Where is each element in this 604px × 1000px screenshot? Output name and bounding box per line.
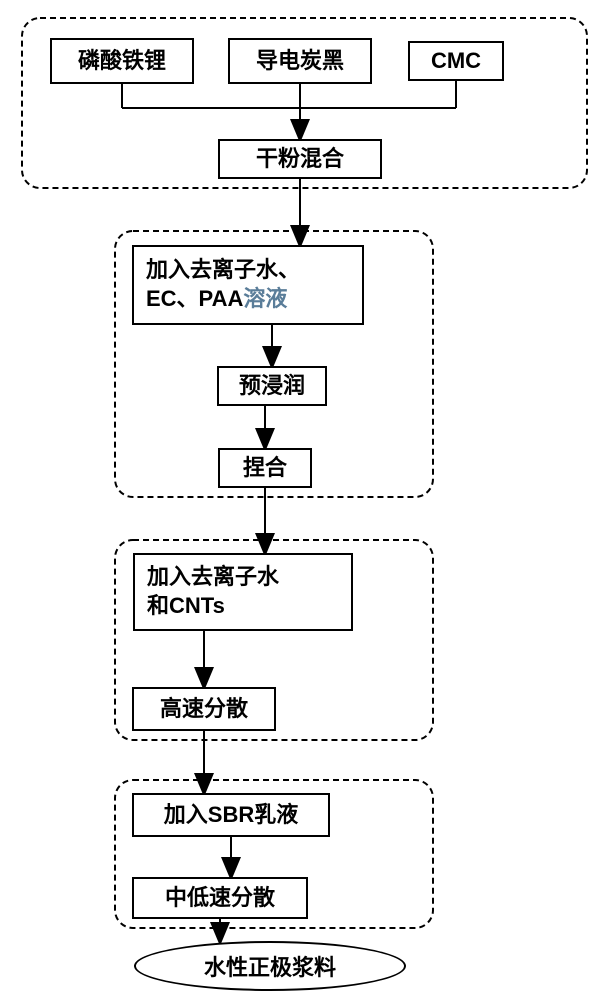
node-kneading: 捏合 — [218, 448, 312, 488]
node-label: 加入去离子水、 EC、PAA溶液 — [146, 256, 300, 313]
node-label: 水性正极浆料 — [204, 950, 336, 982]
node-label: 预浸润 — [239, 372, 305, 401]
node-label: CMC — [431, 47, 481, 76]
node-label: 加入去离子水 和CNTs — [147, 563, 279, 620]
node-output-slurry: 水性正极浆料 — [134, 941, 406, 991]
node-lifepo4: 磷酸铁锂 — [50, 38, 194, 84]
node-cmc: CMC — [408, 41, 504, 81]
node-label: 捏合 — [243, 454, 287, 483]
node-label: 磷酸铁锂 — [78, 47, 166, 76]
node-pre-wetting: 预浸润 — [217, 366, 327, 406]
node-label: 导电炭黑 — [256, 47, 344, 76]
node-label: 加入SBR乳液 — [164, 801, 298, 830]
node-label: 高速分散 — [160, 695, 248, 724]
node-add-sbr: 加入SBR乳液 — [132, 793, 330, 837]
node-dry-mix: 干粉混合 — [218, 139, 382, 179]
node-add-di-water-cnts: 加入去离子水 和CNTs — [133, 553, 353, 631]
node-high-speed-disperse: 高速分散 — [132, 687, 276, 731]
node-label: 干粉混合 — [256, 145, 344, 174]
node-label: 中低速分散 — [165, 884, 275, 913]
node-carbon-black: 导电炭黑 — [228, 38, 372, 84]
node-mid-low-speed-disperse: 中低速分散 — [132, 877, 308, 919]
node-add-di-water-ec-paa: 加入去离子水、 EC、PAA溶液 — [132, 245, 364, 325]
